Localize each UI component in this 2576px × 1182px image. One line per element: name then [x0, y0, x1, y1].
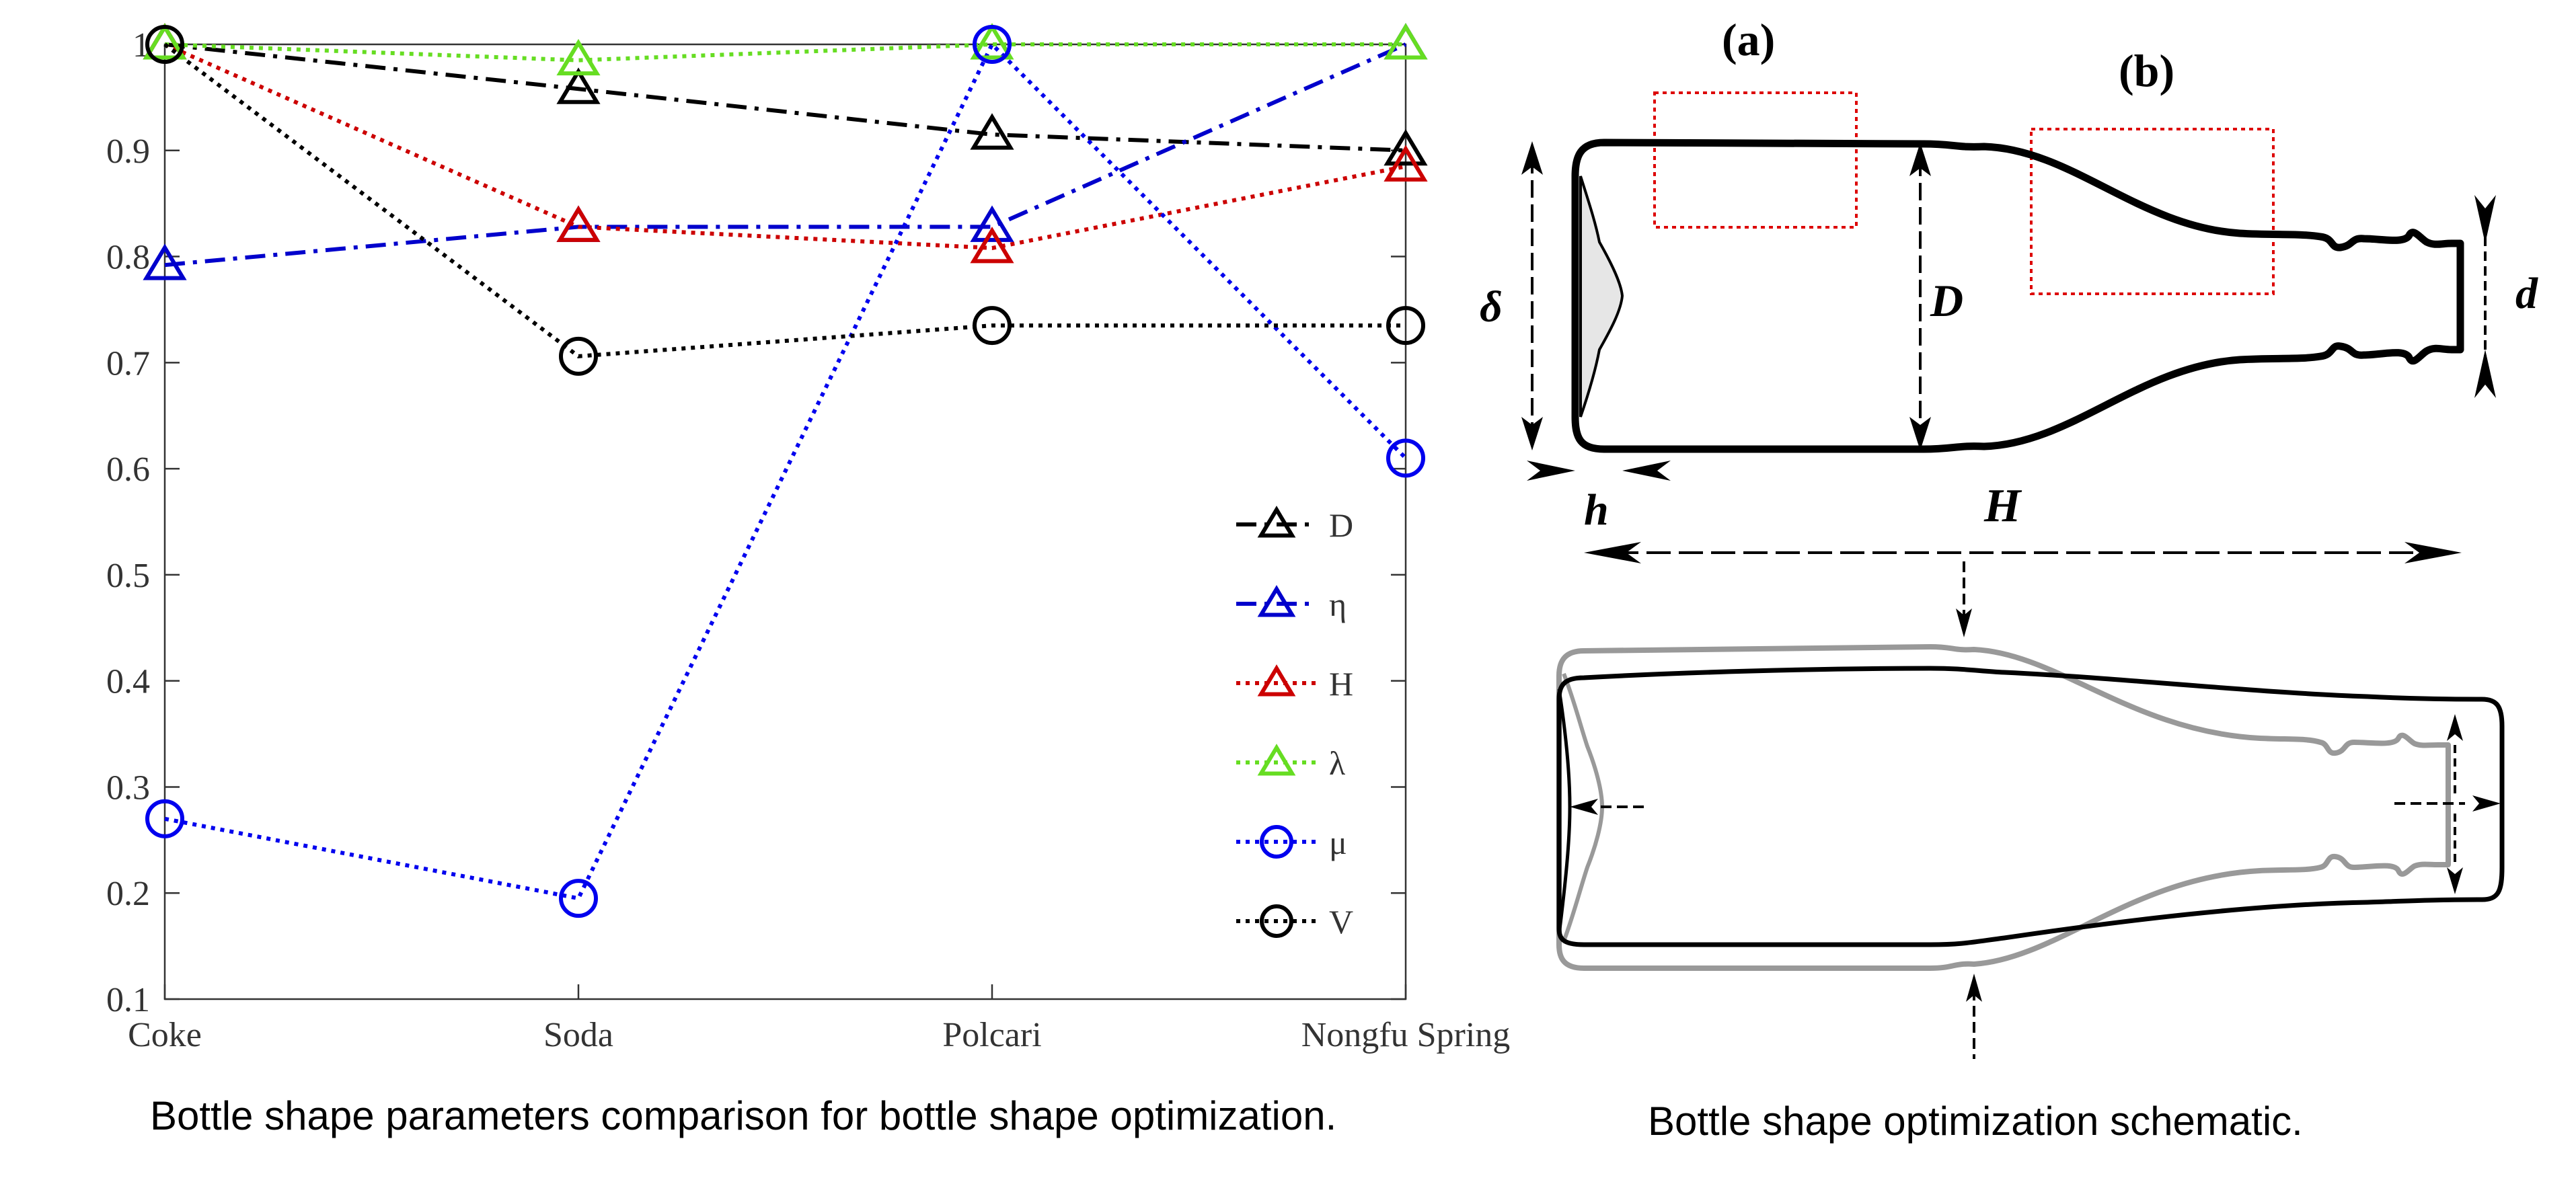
- caption-left: Bottle shape parameters comparison for b…: [150, 1093, 1336, 1138]
- series-marker-λ: [1384, 23, 1428, 60]
- y-tick-label: 0.1: [106, 981, 150, 1019]
- y-tick-label: 0.6: [106, 450, 150, 489]
- series-marker-V: [559, 336, 598, 376]
- original-bottle-outline: [1556, 644, 2451, 971]
- series-line-H: [163, 42, 1406, 250]
- series-marker-D: [1257, 506, 1296, 538]
- series-line-V: [163, 42, 1406, 358]
- y-tick-label: 0.4: [106, 663, 150, 701]
- optimized-bottle-outline: [1556, 666, 2505, 947]
- series-marker-μ: [145, 799, 184, 838]
- series-marker-D: [1384, 128, 1428, 166]
- series-marker-η: [970, 205, 1014, 242]
- series-marker-H: [1384, 145, 1428, 182]
- y-tick-label: 0.7: [106, 344, 150, 383]
- bottle-schematic: (a) (b) δ D d: [1480, 14, 2538, 1059]
- series-marker-V: [1260, 904, 1293, 938]
- D-dimension: D: [1909, 143, 1963, 450]
- highlight-box-body: [1653, 91, 1858, 229]
- bottle-outline: [1571, 139, 2464, 453]
- series-line-η: [164, 42, 1407, 268]
- series-marker-V: [973, 306, 1012, 346]
- legend-label-η: η: [1329, 586, 1347, 623]
- series-marker-H: [970, 227, 1014, 264]
- series-marker-η: [143, 243, 187, 280]
- d-dimension: d: [2474, 195, 2538, 398]
- x-tick-label: Nongfu Spring: [1301, 1016, 1511, 1054]
- legend-label-μ: μ: [1329, 824, 1347, 861]
- series-marker-λ: [556, 38, 601, 76]
- x-tick-label: Soda: [543, 1016, 613, 1054]
- series-marker-μ: [973, 25, 1012, 64]
- series-marker-H: [556, 205, 601, 242]
- x-tick-label: Coke: [128, 1016, 202, 1054]
- delta-dimension: δ: [1480, 141, 1543, 450]
- legend-label-λ: λ: [1329, 744, 1345, 782]
- series-marker-η: [1257, 585, 1296, 617]
- highlight-box-shoulder: [2030, 128, 2275, 295]
- series-markers: [143, 23, 1428, 918]
- series-marker-V: [1386, 306, 1425, 346]
- legend-label-H: H: [1329, 665, 1353, 703]
- label-d: d: [2515, 269, 2538, 318]
- label-h: h: [1584, 485, 1609, 535]
- y-tick-label: 0.9: [106, 132, 150, 171]
- x-axis: Coke Soda Polcari Nongfu Spring: [128, 984, 1510, 1054]
- y-tick-label: 0.2: [106, 875, 150, 913]
- bottle-punt: [1579, 175, 1624, 418]
- series-marker-λ: [143, 23, 187, 60]
- line-chart: 0.10.20.30.40.50.60.70.80.91 Coke Soda Pol…: [106, 23, 1510, 1054]
- y-tick-label: 0.5: [106, 557, 150, 595]
- series-line-μ: [164, 40, 1408, 901]
- caption-right: Bottle shape optimization schematic.: [1648, 1099, 2303, 1144]
- series-marker-V: [145, 25, 184, 64]
- series-marker-λ: [1257, 744, 1296, 776]
- panel-label-a: (a): [1722, 14, 1775, 65]
- series-marker-μ: [1260, 825, 1293, 859]
- series-marker-D: [556, 67, 601, 104]
- H-dimension: H: [1584, 480, 2462, 563]
- series-line-λ: [164, 42, 1406, 63]
- series-marker-λ: [970, 23, 1014, 60]
- x-tick-label: Polcari: [942, 1016, 1041, 1054]
- legend-label-D: D: [1329, 506, 1353, 544]
- label-delta: δ: [1480, 282, 1503, 331]
- y-tick-label: 0.3: [106, 769, 150, 807]
- y-tick-label: 0.8: [106, 239, 150, 277]
- label-H: H: [1983, 480, 2022, 532]
- legend: Dη Hλ μ V: [1236, 506, 1353, 941]
- label-D: D: [1930, 275, 1963, 326]
- optimization-arrows: [1570, 714, 2501, 1059]
- series-line-D: [164, 42, 1406, 153]
- series-marker-η: [556, 205, 601, 242]
- series-marker-H: [1257, 664, 1296, 697]
- series-marker-D: [970, 113, 1014, 150]
- series-marker-μ: [1386, 438, 1425, 478]
- panel-label-b: (b): [2119, 45, 2174, 96]
- series-marker-μ: [559, 879, 598, 918]
- series-lines: [163, 40, 1408, 901]
- legend-label-V: V: [1329, 903, 1353, 941]
- transition-arrow: [1956, 561, 1972, 637]
- plot-frame: [163, 43, 1407, 1000]
- y-axis: 0.10.20.30.40.50.60.70.80.91: [106, 26, 1406, 1019]
- h-dimension: h: [1527, 461, 1671, 535]
